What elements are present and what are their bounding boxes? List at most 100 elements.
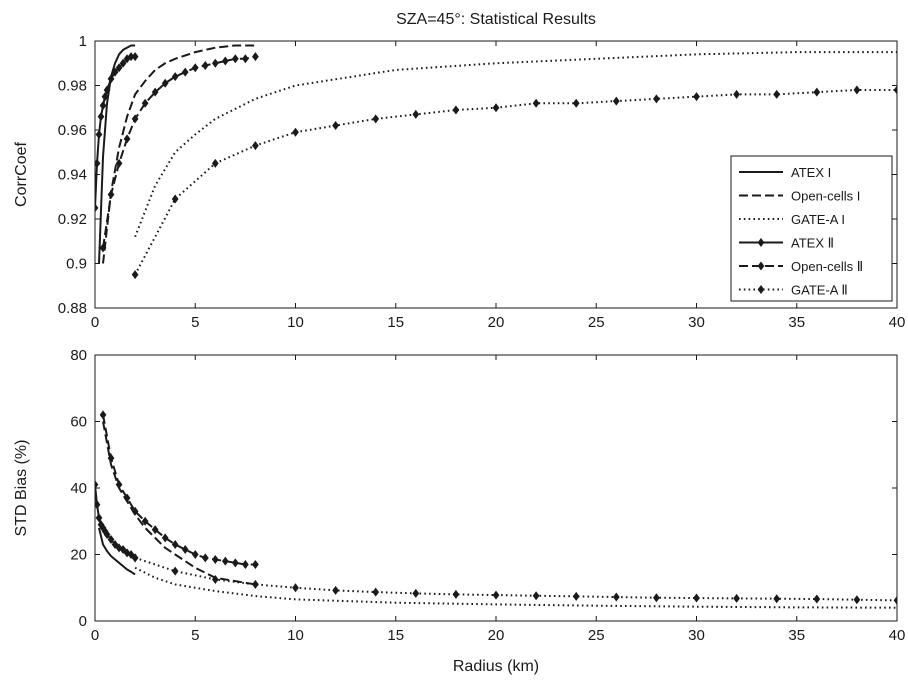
data-point-marker — [813, 87, 821, 97]
data-point-marker — [292, 127, 299, 137]
data-point-marker — [773, 594, 781, 604]
x-tick-label: 40 — [889, 627, 906, 644]
data-point-marker — [99, 410, 107, 420]
y-tick-label: 0.96 — [58, 122, 87, 139]
data-point-marker — [412, 588, 420, 598]
x-tick-label: 0 — [91, 314, 99, 331]
series-line — [98, 527, 136, 576]
legend-marker — [757, 285, 765, 294]
y-tick-label: 0.94 — [58, 167, 87, 184]
data-point-marker — [95, 480, 99, 490]
data-point-marker — [452, 589, 460, 599]
data-point-marker — [572, 98, 580, 108]
data-point-marker — [191, 550, 199, 559]
data-point-marker — [211, 574, 219, 584]
series-line — [134, 556, 897, 602]
legend-box — [730, 155, 893, 302]
x-tick-label: 15 — [387, 627, 404, 644]
data-point-marker — [95, 158, 101, 168]
data-point-marker — [492, 103, 500, 113]
data-point-marker — [733, 89, 740, 99]
y-tick-label: 0.92 — [58, 211, 87, 228]
series-line — [134, 566, 897, 609]
data-point-marker — [412, 109, 420, 119]
data-point-marker — [181, 545, 189, 555]
data-point-marker — [131, 506, 139, 516]
data-point-marker — [292, 583, 299, 593]
data-point-marker — [252, 579, 259, 589]
legend-marker — [757, 238, 765, 247]
data-point-marker — [332, 121, 339, 131]
data-point-marker — [115, 158, 123, 168]
data-point-marker — [131, 270, 139, 280]
legend-label: GATE-A I — [791, 212, 845, 227]
data-point-marker — [103, 530, 111, 540]
data-point-marker — [853, 595, 861, 605]
x-tick-label: 25 — [588, 627, 605, 644]
data-point-marker — [492, 590, 500, 600]
data-point-marker — [107, 535, 115, 545]
data-point-marker — [107, 74, 115, 84]
data-point-marker — [372, 587, 380, 597]
series-line — [102, 414, 256, 566]
y-tick-label: 0.88 — [58, 300, 87, 317]
data-point-marker — [252, 52, 259, 62]
y-tick-label: 60 — [70, 414, 87, 431]
data-point-marker — [201, 60, 209, 70]
data-point-marker — [131, 553, 139, 563]
legend-label: ATEX Ⅱ — [791, 236, 834, 251]
data-point-marker — [653, 593, 660, 603]
y-axis-label: CorrCoef — [13, 141, 30, 206]
data-point-marker — [242, 54, 249, 64]
data-point-marker — [733, 593, 740, 603]
series-atex-ⅱ — [95, 52, 139, 213]
data-point-marker — [171, 540, 179, 550]
data-point-marker — [201, 553, 209, 563]
legend-marker — [757, 261, 765, 271]
figure-title: SZA=45°: Statistical Results — [396, 11, 596, 28]
series-open-cells-i — [102, 421, 256, 586]
data-point-marker — [893, 85, 897, 95]
x-tick-label: 20 — [488, 627, 505, 644]
x-tick-label: 10 — [287, 627, 304, 644]
data-point-marker — [191, 63, 199, 73]
data-point-marker — [171, 72, 179, 82]
x-tick-label: 30 — [688, 627, 705, 644]
data-point-marker — [119, 58, 127, 68]
data-point-marker — [115, 480, 123, 490]
y-tick-label: 80 — [70, 347, 87, 364]
data-point-marker — [151, 525, 159, 535]
data-point-marker — [532, 591, 540, 601]
data-point-marker — [813, 594, 821, 604]
data-point-marker — [107, 453, 115, 463]
series-open-cells-ⅱ — [99, 410, 259, 569]
y-tick-label: 1 — [79, 33, 87, 50]
x-tick-label: 5 — [191, 627, 199, 644]
legend-label: ATEX I — [791, 165, 831, 180]
legend-label: GATE-A Ⅱ — [791, 283, 848, 298]
data-point-marker — [532, 98, 540, 108]
data-point-marker — [123, 493, 131, 503]
data-point-marker — [211, 158, 219, 168]
series-open-cells-ⅱ — [99, 52, 259, 253]
data-point-marker — [131, 52, 139, 62]
data-point-marker — [853, 85, 861, 95]
data-point-marker — [231, 558, 239, 568]
x-tick-label: 35 — [788, 314, 805, 331]
data-point-marker — [693, 92, 700, 102]
data-point-marker — [231, 54, 239, 64]
data-point-marker — [95, 500, 101, 510]
data-point-marker — [101, 92, 109, 102]
x-tick-label: 40 — [889, 314, 906, 331]
data-point-marker — [171, 194, 179, 204]
series-line — [102, 44, 256, 264]
data-point-marker — [653, 94, 660, 104]
y-tick-label: 0.9 — [66, 256, 87, 273]
x-tick-label: 20 — [488, 314, 505, 331]
series-gate-a-ⅱ — [131, 553, 897, 605]
x-tick-label: 10 — [287, 314, 304, 331]
data-point-marker — [612, 592, 620, 602]
data-point-marker — [95, 203, 99, 213]
data-point-marker — [211, 58, 219, 68]
data-point-marker — [99, 101, 107, 111]
